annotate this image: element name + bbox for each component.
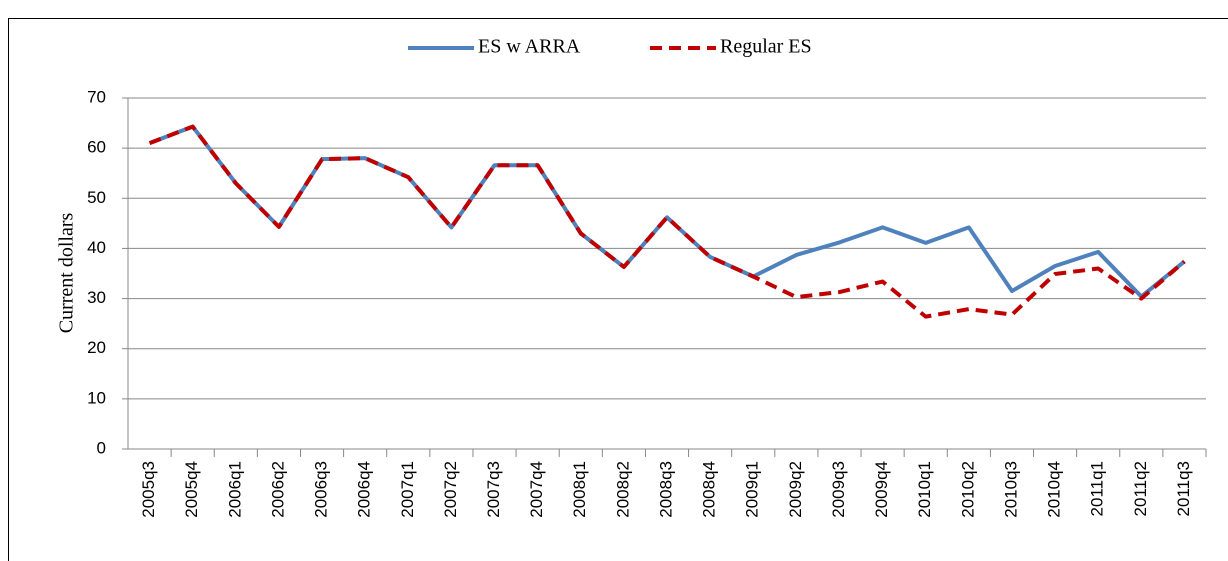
x-tick-label: 2011q2 xyxy=(1131,461,1150,516)
x-tick-label: 2010q3 xyxy=(1001,461,1020,518)
y-tick-label: 20 xyxy=(87,338,106,357)
legend-label: Regular ES xyxy=(720,36,812,58)
y-tick-label: 70 xyxy=(87,87,106,106)
x-tick-label: 2007q1 xyxy=(398,461,417,518)
y-tick-label: 50 xyxy=(87,188,106,207)
x-tick-label: 2005q3 xyxy=(139,461,158,518)
x-tick-label: 2011q1 xyxy=(1088,461,1107,516)
y-tick-label: 0 xyxy=(97,438,106,457)
x-tick-label: 2009q3 xyxy=(829,461,848,518)
x-tick-label: 2010q2 xyxy=(958,461,977,518)
x-tick-label: 2006q2 xyxy=(268,461,287,518)
y-axis-label: Current dollars xyxy=(56,213,78,334)
x-tick-label: 2006q4 xyxy=(355,461,374,518)
series-line xyxy=(148,124,1186,299)
x-tick-label: 2007q2 xyxy=(441,461,460,518)
y-tick-label: 30 xyxy=(87,288,106,307)
x-tick-label: 2008q4 xyxy=(700,461,719,518)
y-tick-label: 10 xyxy=(87,388,106,407)
x-tick-label: 2008q3 xyxy=(656,461,675,518)
x-tick-label: 2008q1 xyxy=(570,461,589,518)
x-tick-label: 2006q1 xyxy=(225,461,244,518)
x-tick-label: 2011q3 xyxy=(1174,461,1193,516)
x-tick-label: 2005q4 xyxy=(182,461,201,518)
x-tick-label: 2006q3 xyxy=(312,461,331,518)
x-tick-label: 2010q1 xyxy=(915,461,934,518)
x-tick-label: 2009q2 xyxy=(786,461,805,518)
x-tick-label: 2008q2 xyxy=(613,461,632,518)
x-tick-label: 2007q4 xyxy=(527,461,546,518)
y-tick-label: 40 xyxy=(87,238,106,257)
legend-label: ES w ARRA xyxy=(478,36,581,58)
series-line xyxy=(148,124,1186,319)
y-tick-label: 60 xyxy=(87,138,106,157)
x-tick-label: 2007q3 xyxy=(484,461,503,518)
x-tick-label: 2009q1 xyxy=(743,461,762,518)
x-tick-label: 2009q4 xyxy=(872,461,891,518)
x-tick-label: 2010q4 xyxy=(1045,461,1064,518)
